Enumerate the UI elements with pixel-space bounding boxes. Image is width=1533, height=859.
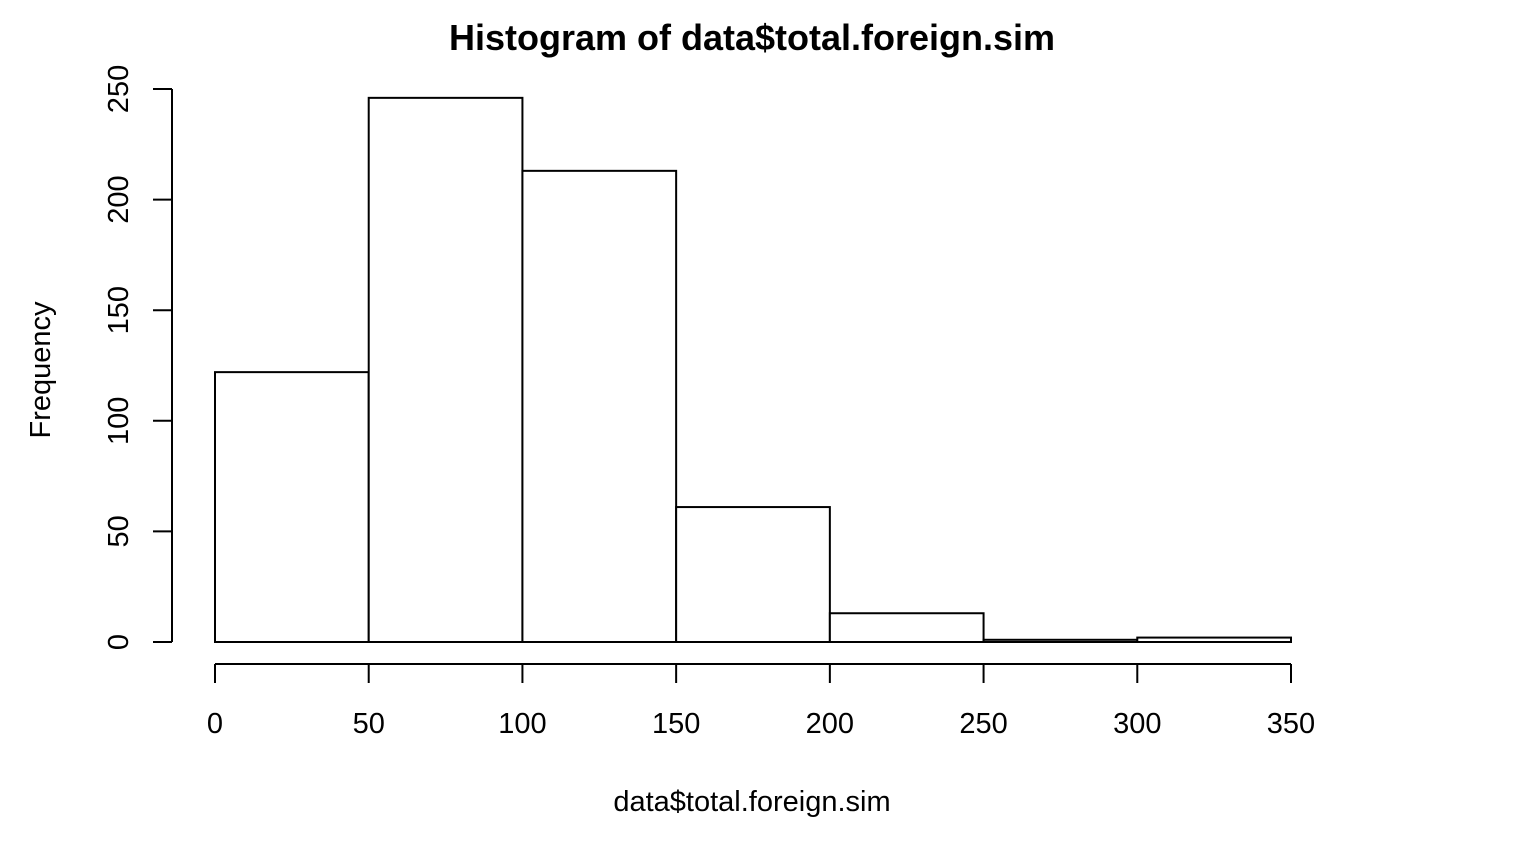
x-tick-label: 200 <box>806 708 854 740</box>
y-tick-label: 150 <box>103 286 135 334</box>
histogram-bar <box>1136 636 1293 643</box>
y-tick-label: 200 <box>103 175 135 223</box>
y-tick-label: 250 <box>103 65 135 113</box>
y-tick-label: 100 <box>103 397 135 445</box>
x-tick-label: 300 <box>1113 708 1161 740</box>
x-tick-label: 50 <box>353 708 385 740</box>
bars-group <box>214 96 1293 644</box>
histogram-bar <box>675 506 831 643</box>
histogram-bar <box>214 371 370 643</box>
x-tick-label: 0 <box>207 708 223 740</box>
x-axis: 0 50 100 150 200 250 300 350 <box>207 663 1315 740</box>
chart-title: Histogram of data$total.foreign.sim <box>449 17 1055 58</box>
histogram-bar <box>828 612 985 644</box>
y-axis: 0 50 100 150 200 250 <box>103 65 173 650</box>
x-tick-label: 150 <box>652 708 700 740</box>
x-tick-label: 350 <box>1267 708 1315 740</box>
histogram-bar <box>367 96 524 643</box>
y-tick-label: 50 <box>103 515 135 547</box>
x-axis-label: data$total.foreign.sim <box>613 786 890 818</box>
x-tick-label: 100 <box>498 708 546 740</box>
histogram-bar <box>521 169 678 643</box>
histogram-bar <box>982 638 1139 644</box>
y-axis-label: Frequency <box>25 301 57 439</box>
x-tick-label: 250 <box>959 708 1007 740</box>
y-tick-label: 0 <box>103 634 135 650</box>
